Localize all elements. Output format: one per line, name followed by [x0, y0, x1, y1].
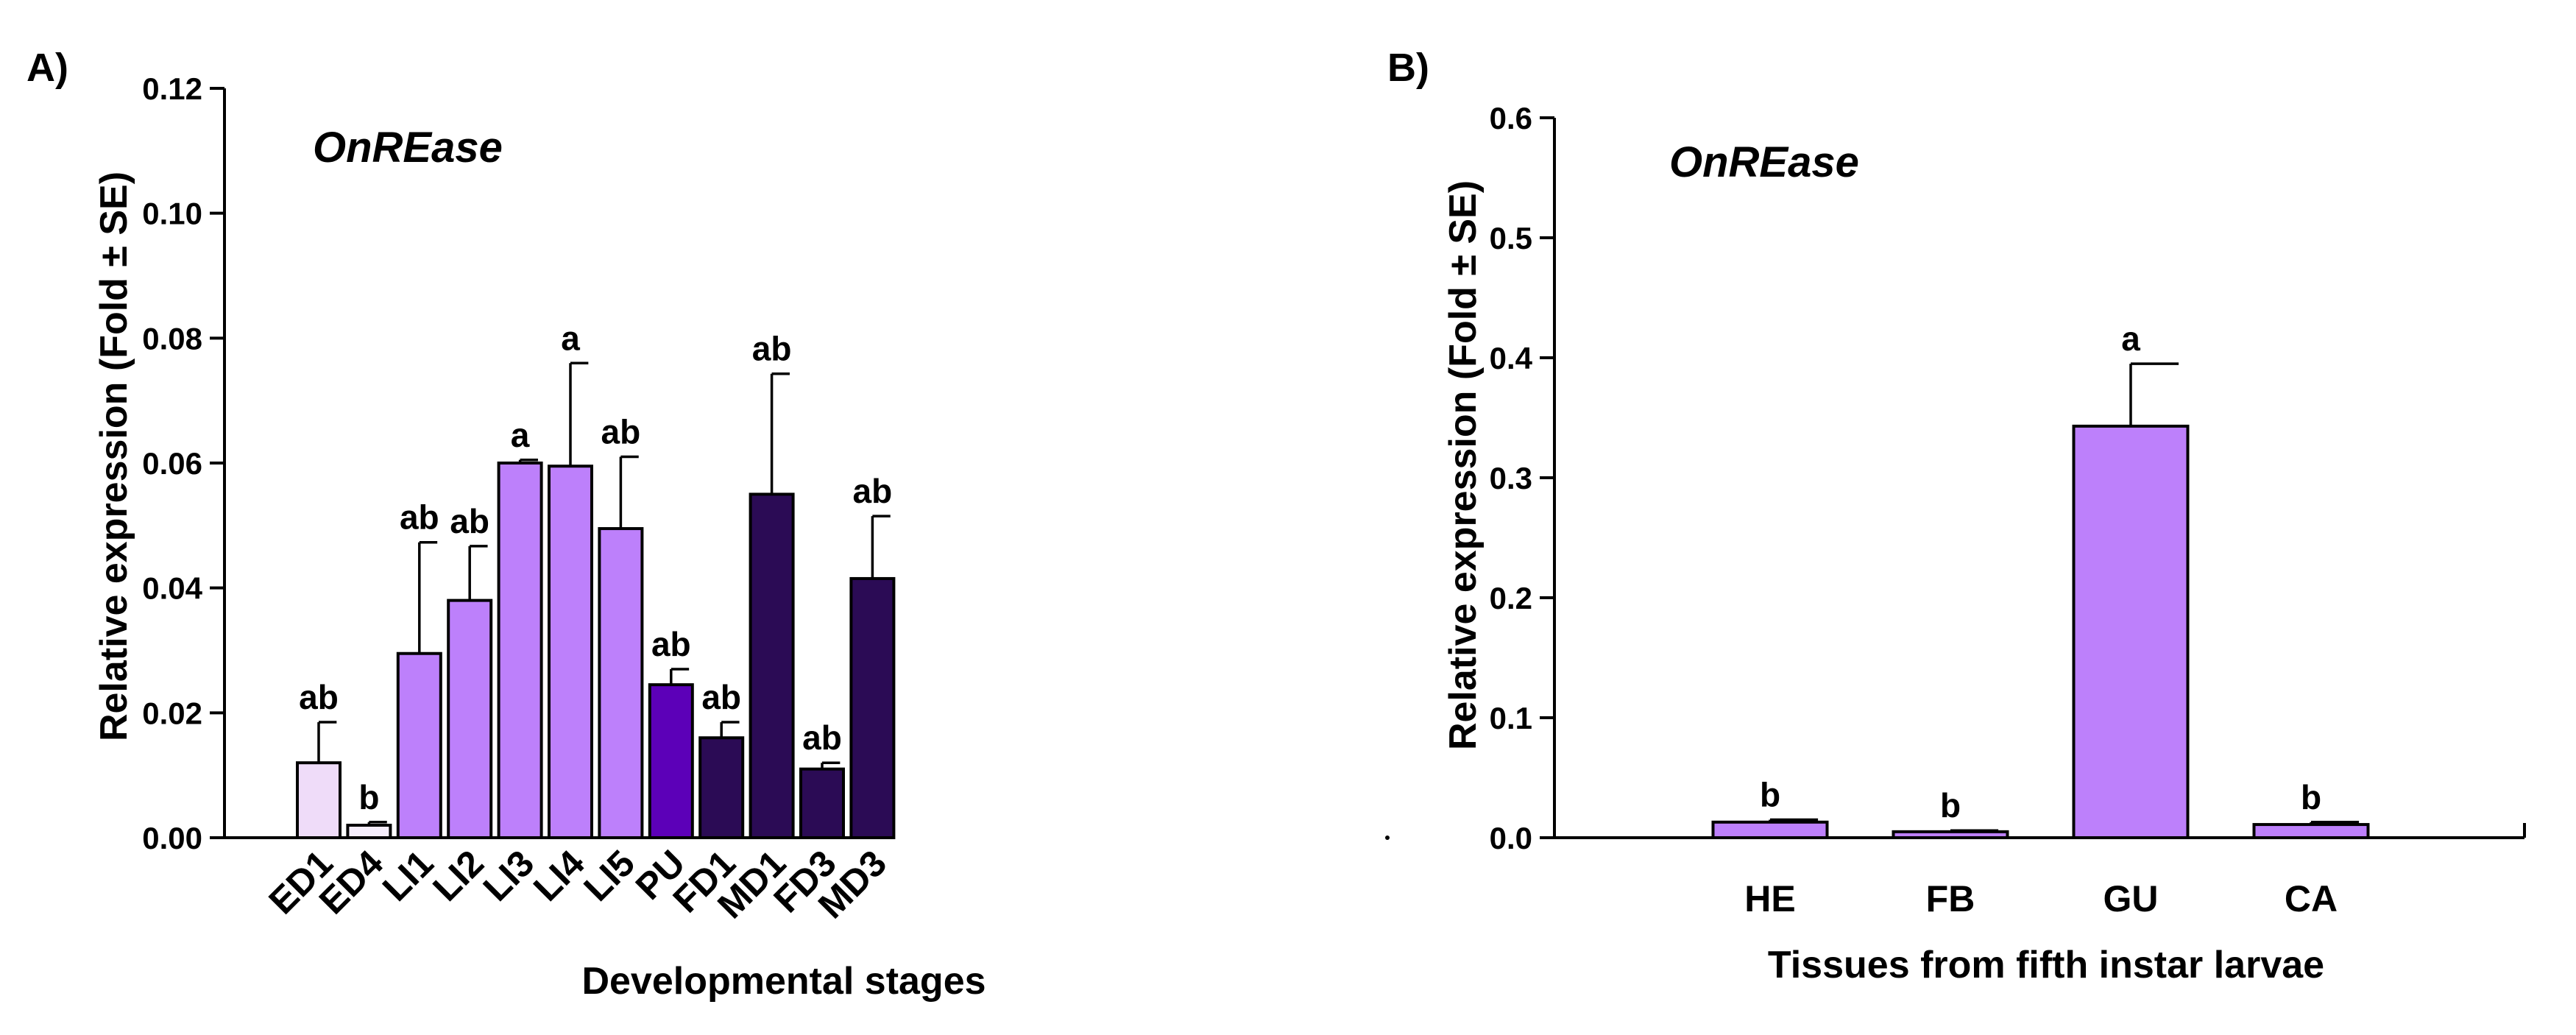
panel-b-y-tick-label: 0.6	[1490, 101, 1532, 135]
panel-a-x-axis-title: Developmental stages	[581, 960, 986, 1003]
panel-a-bar-li1	[396, 651, 442, 839]
panel-b-category-label: CA	[2285, 878, 2338, 919]
panel-a-significance-label: ab	[802, 718, 842, 757]
panel-b-y-tick-label: 0.0	[1490, 821, 1532, 855]
panel-b-category-label: HE	[1744, 878, 1795, 919]
panel-a-bar-md3	[849, 576, 896, 839]
panel-a-bar-ed1	[296, 761, 342, 839]
panel-a-y-tick-label: 0.12	[142, 71, 202, 106]
panel-a-bar-fd1	[698, 736, 745, 839]
panel-b-y-tick-label: 0.2	[1490, 581, 1532, 615]
panel-b-significance-label: b	[1940, 786, 1961, 824]
panel-b-bar-he	[1711, 820, 1829, 840]
panel-a-y-tick-label: 0.02	[142, 696, 202, 730]
panel-b-bar-gu	[2072, 424, 2190, 839]
panel-a-significance-label: ab	[853, 472, 893, 510]
panel-a-y-tick-label: 0.10	[142, 197, 202, 231]
panel-a-significance-label: ab	[701, 678, 741, 716]
panel-a-title: OnREase	[313, 124, 503, 172]
panel-b-chart: B) OnREase Relative expression (Fold ± S…	[1387, 46, 2526, 986]
panel-a-y-axis-title: Relative expression (Fold ± SE)	[93, 172, 135, 741]
panel-a-significance-label: ab	[651, 625, 691, 663]
panel-a-y-tick-label: 0.06	[142, 446, 202, 481]
panel-b-significance-label: b	[2301, 778, 2321, 816]
panel-b-significance-label: a	[2121, 319, 2140, 358]
panel-a-bar-fd3	[799, 767, 845, 840]
panel-a-significance-label: a	[561, 319, 580, 357]
panel-b-x-axis-title: Tissues from fifth instar larvae	[1768, 944, 2324, 986]
panel-a-significance-label: ab	[752, 330, 792, 368]
panel-b-y-tick-label: 0.5	[1490, 221, 1532, 255]
panel-a-y-tick-label: 0.00	[142, 821, 202, 855]
panel-b-y-axis-title: Relative expression (Fold ± SE)	[1442, 180, 1485, 750]
panel-a-significance-label: ab	[400, 498, 439, 537]
panel-a-y-tick-label: 0.08	[142, 321, 202, 356]
panel-b-category-label: GU	[2103, 878, 2159, 919]
panel-b-y-tick-label: 0.4	[1490, 341, 1533, 375]
panel-a-bar-md1	[749, 492, 795, 840]
panel-a-significance-label: b	[358, 778, 379, 816]
panel-b-title: OnREase	[1669, 138, 1859, 186]
panel-b-category-label: FB	[1926, 878, 1975, 919]
panel-b-bar-ca	[2252, 823, 2370, 839]
panel-a-bar-li5	[598, 527, 644, 839]
stray-mark	[1385, 836, 1390, 840]
panel-a-bar-li4	[548, 464, 593, 839]
panel-b-label: B)	[1387, 46, 1429, 90]
panel-b-y-tick-label: 0.3	[1490, 461, 1532, 495]
panel-a-significance-label: ab	[299, 678, 339, 716]
panel-a-y-tick-label: 0.04	[142, 571, 202, 606]
panel-a-bar-li3	[497, 462, 543, 839]
panel-a-significance-label: ab	[450, 502, 489, 540]
panel-a-label: A)	[26, 46, 68, 90]
panel-b-significance-label: b	[1760, 776, 1780, 814]
panel-a-bar-pu	[648, 683, 694, 839]
panel-b-bar-fb	[1892, 830, 2009, 839]
panel-a-significance-label: a	[511, 416, 530, 454]
panel-a-chart: A) OnREase Relative expression (Fold ± S…	[26, 46, 986, 1003]
panel-a-significance-label: ab	[601, 413, 641, 451]
panel-b-y-tick-label: 0.1	[1490, 701, 1532, 735]
panel-a-bar-ed4	[346, 824, 392, 839]
panel-a-bar-li2	[447, 598, 493, 840]
